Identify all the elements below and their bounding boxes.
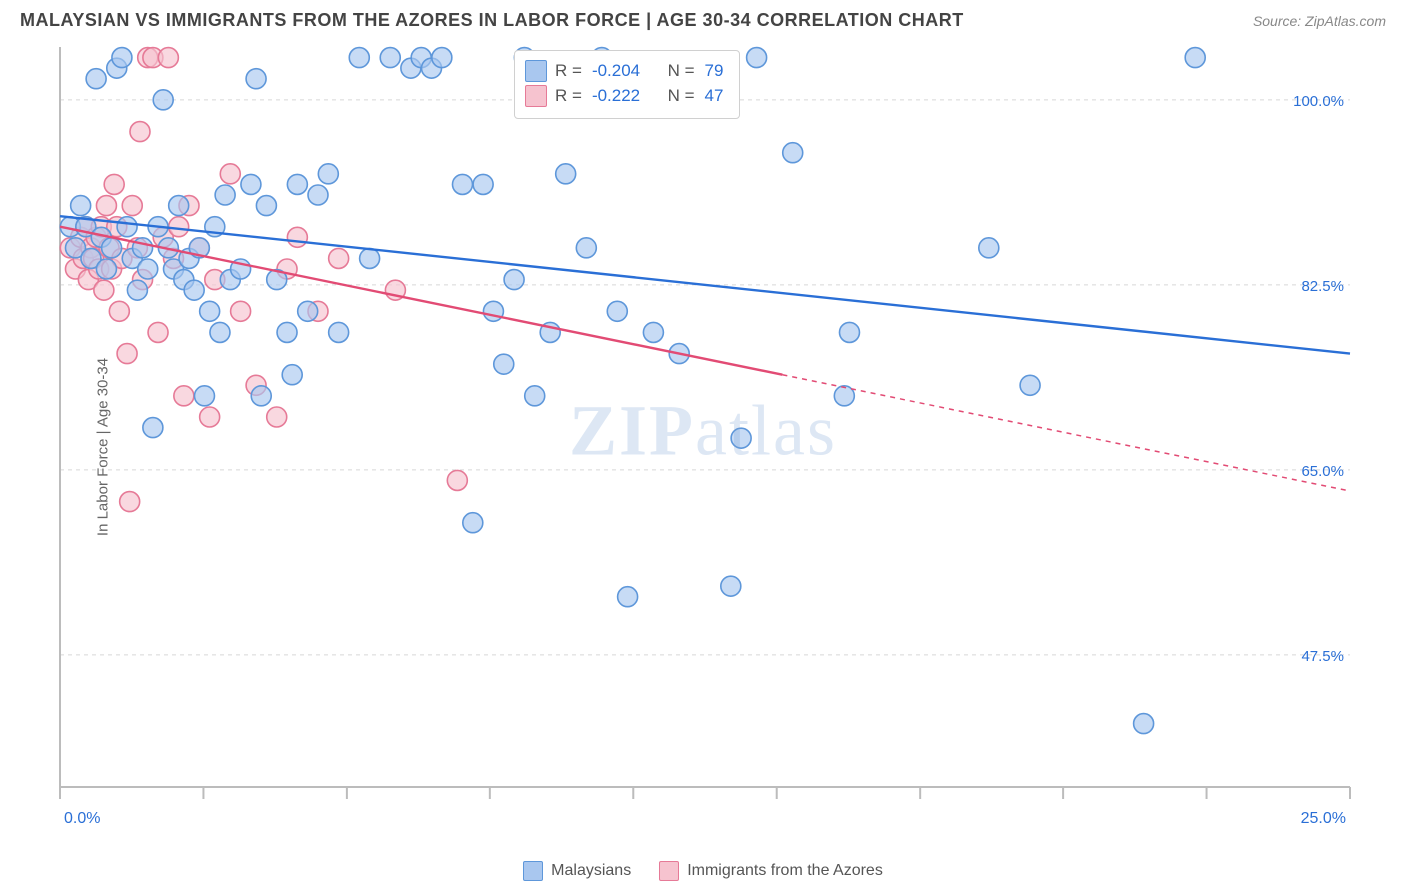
svg-text:25.0%: 25.0% (1301, 810, 1346, 827)
legend-r-value: -0.204 (592, 61, 640, 81)
legend-n-value: 79 (705, 61, 724, 81)
legend-row: R = -0.222 N = 47 (525, 85, 725, 107)
svg-text:100.0%: 100.0% (1293, 93, 1344, 110)
legend-n-label: N = (668, 61, 695, 81)
legend-item: Immigrants from the Azores (659, 861, 883, 881)
svg-text:65.0%: 65.0% (1301, 463, 1344, 480)
svg-text:82.5%: 82.5% (1301, 278, 1344, 295)
legend-swatch (523, 861, 543, 881)
legend-swatch (659, 861, 679, 881)
legend-item: Malaysians (523, 861, 631, 881)
y-axis-label: In Labor Force | Age 30-34 (95, 358, 112, 536)
scatter-chart: 47.5% 65.0% 82.5% 100.0% 0.0% 25.0% (20, 37, 1386, 827)
legend-r-label: R = (555, 61, 582, 81)
chart-header: MALAYSIAN VS IMMIGRANTS FROM THE AZORES … (0, 0, 1406, 37)
correlation-legend: R = -0.204 N = 79 R = -0.222 N = 47 (514, 50, 740, 119)
legend-r-value: -0.222 (592, 86, 640, 106)
chart-title: MALAYSIAN VS IMMIGRANTS FROM THE AZORES … (20, 10, 964, 31)
legend-r-label: R = (555, 86, 582, 106)
legend-label: Malaysians (551, 862, 631, 880)
svg-text:47.5%: 47.5% (1301, 648, 1344, 665)
legend-n-label: N = (668, 86, 695, 106)
legend-n-value: 47 (705, 86, 724, 106)
chart-area: In Labor Force | Age 30-34 ZIPatlas 47.5… (20, 37, 1386, 857)
legend-row: R = -0.204 N = 79 (525, 60, 725, 82)
legend-swatch (525, 60, 547, 82)
svg-text:0.0%: 0.0% (64, 810, 100, 827)
series-legend: Malaysians Immigrants from the Azores (20, 861, 1386, 881)
source-label: Source: ZipAtlas.com (1253, 13, 1386, 29)
legend-label: Immigrants from the Azores (687, 862, 883, 880)
legend-swatch (525, 85, 547, 107)
